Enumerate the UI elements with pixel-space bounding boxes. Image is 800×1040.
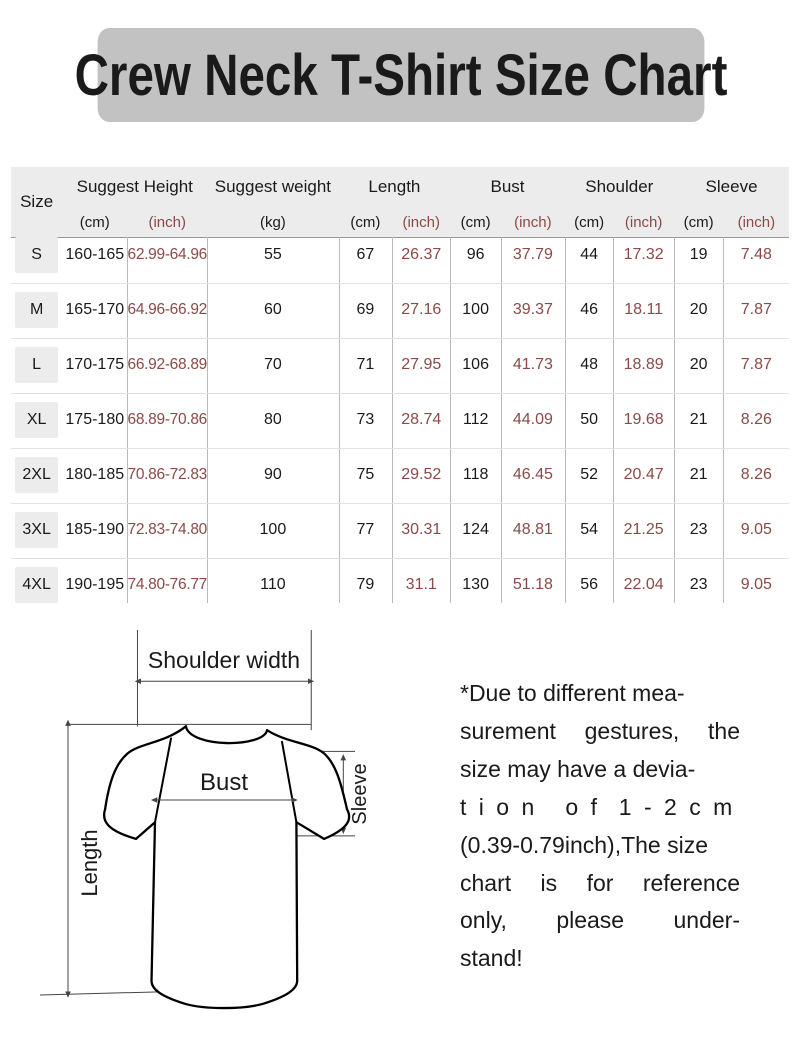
svg-text:Bust: Bust	[200, 769, 248, 796]
svg-text:Shoulder width: Shoulder width	[148, 647, 300, 673]
svg-text:Length: Length	[77, 829, 102, 896]
svg-text:Sleeve: Sleeve	[349, 763, 371, 824]
